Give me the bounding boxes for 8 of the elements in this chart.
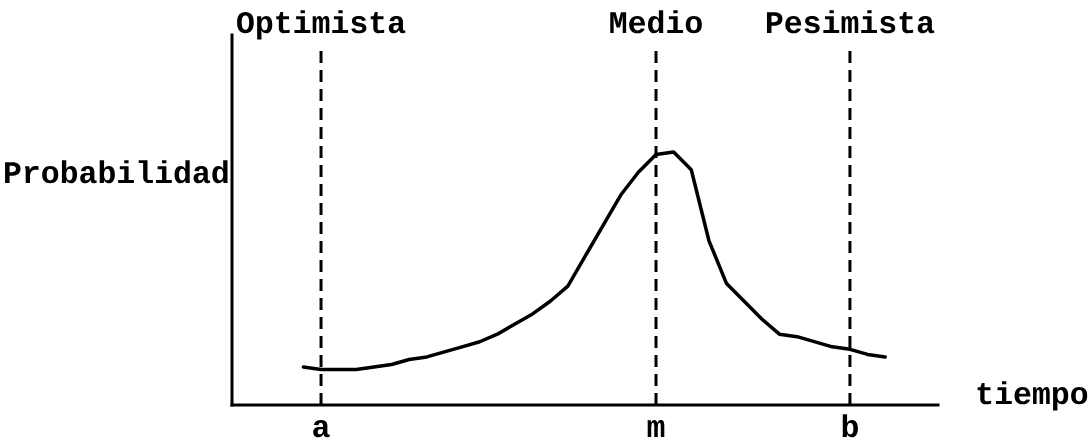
- ref-line-label: Pesimista: [766, 10, 935, 34]
- ref-line-label: Optimista: [237, 10, 406, 40]
- x-tick-label: b: [842, 414, 858, 438]
- y-axis-title: Probabilidad: [5, 160, 228, 184]
- x-axis-title: tiempo: [977, 381, 1088, 411]
- x-tick-label: a: [313, 420, 330, 438]
- ref-line-label: Medio: [610, 10, 702, 34]
- x-tick-label: m: [647, 420, 665, 437]
